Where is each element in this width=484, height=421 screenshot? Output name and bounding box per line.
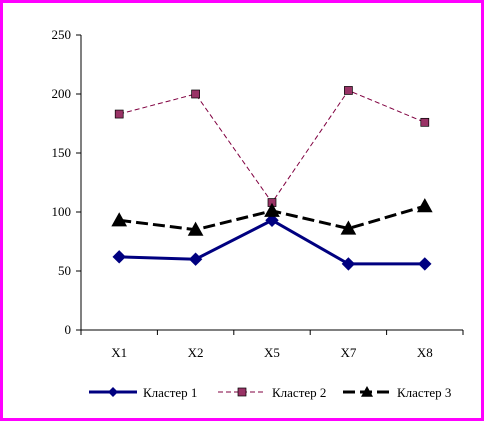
series-3-point-x8: [416, 198, 433, 213]
series-2-line: [119, 89, 425, 204]
x-tick-label-x2: X2: [188, 345, 204, 360]
legend-marker-2: [237, 387, 247, 397]
axes: [80, 35, 463, 331]
y-tick-label: 100: [52, 204, 72, 219]
series-3-point-x2: [187, 221, 204, 236]
legend-item-1: Кластер 1: [89, 385, 197, 400]
x-axis-ticks: X1 X2 X5 X7 X8: [80, 330, 464, 360]
x-tick-label-x8: X8: [417, 345, 433, 360]
series-1-point-x2: [188, 252, 203, 266]
x-tick-label-x7: X7: [340, 345, 356, 360]
legend-marker-1: [108, 387, 118, 397]
series-2-point-x1: [114, 109, 124, 119]
series-3-point-x7: [340, 220, 357, 235]
series-1-point-x8: [418, 257, 432, 271]
series-group: [111, 86, 433, 271]
series-2-point-x7: [344, 86, 353, 95]
legend-label-3: Кластер 3: [397, 385, 451, 400]
legend-label-2: Кластер 2: [272, 385, 326, 400]
series-2: [114, 86, 430, 207]
series-3-point-x1: [111, 212, 128, 227]
legend-label-1: Кластер 1: [143, 385, 197, 400]
y-tick-label: 0: [65, 322, 72, 337]
legend-item-3: Кластер 3: [343, 385, 451, 400]
series-3: [111, 198, 433, 236]
series-1-point-x7: [341, 257, 356, 271]
legend-marker-3: [361, 386, 373, 397]
x-tick-label-x1: X1: [111, 345, 127, 360]
series-1-point-x5: [265, 213, 279, 227]
legend: Кластер 1 Кластер 2 Кластер 3: [89, 385, 451, 400]
y-axis-ticks: 0 50 100 150 200 250: [52, 27, 81, 337]
x-tick-label-x5: X5: [264, 345, 280, 360]
y-tick-label: 250: [52, 27, 72, 42]
series-2-point-x8: [420, 117, 430, 127]
y-tick-label: 50: [58, 263, 71, 278]
y-tick-label: 200: [52, 86, 72, 101]
series-2-point-x2: [191, 89, 200, 99]
y-tick-label: 150: [52, 145, 72, 160]
series-1-point-x1: [112, 250, 126, 264]
series-3-point-x5: [264, 202, 280, 217]
series-1: [112, 213, 432, 271]
legend-item-2: Кластер 2: [218, 385, 326, 400]
